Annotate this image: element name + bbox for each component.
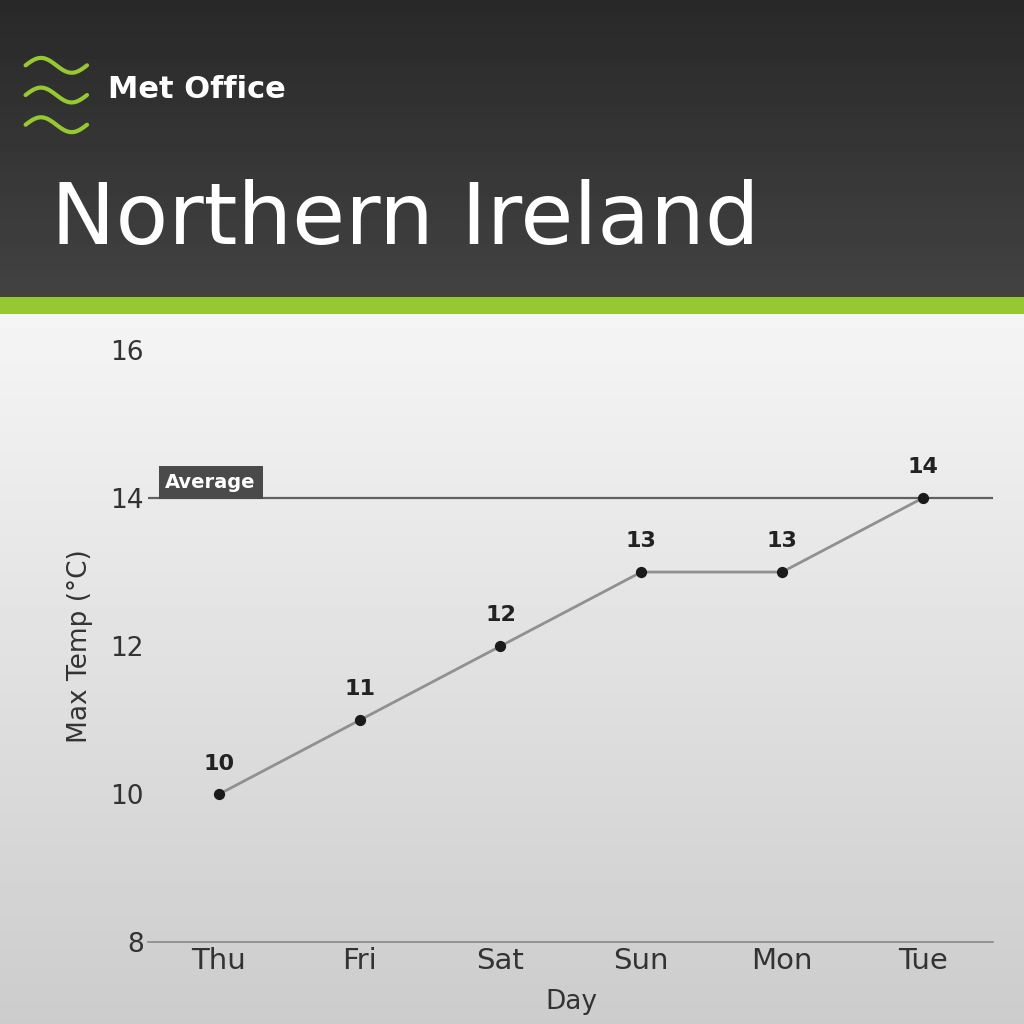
Text: 12: 12 [485, 605, 516, 626]
Point [351, 712, 368, 728]
X-axis label: Day: Day [545, 989, 597, 1015]
Text: 13: 13 [767, 531, 798, 551]
Point [633, 564, 649, 581]
Point [211, 786, 227, 803]
Text: Northern Ireland: Northern Ireland [51, 178, 760, 261]
Text: Average: Average [166, 473, 256, 493]
Text: 13: 13 [626, 531, 656, 551]
Text: 10: 10 [204, 754, 234, 773]
Text: 11: 11 [344, 680, 375, 699]
Point [914, 489, 931, 506]
Text: 14: 14 [907, 458, 938, 477]
Point [774, 564, 791, 581]
Y-axis label: Max Temp (°C): Max Temp (°C) [68, 549, 93, 743]
Point [493, 638, 509, 654]
Text: Met Office: Met Office [108, 75, 286, 103]
